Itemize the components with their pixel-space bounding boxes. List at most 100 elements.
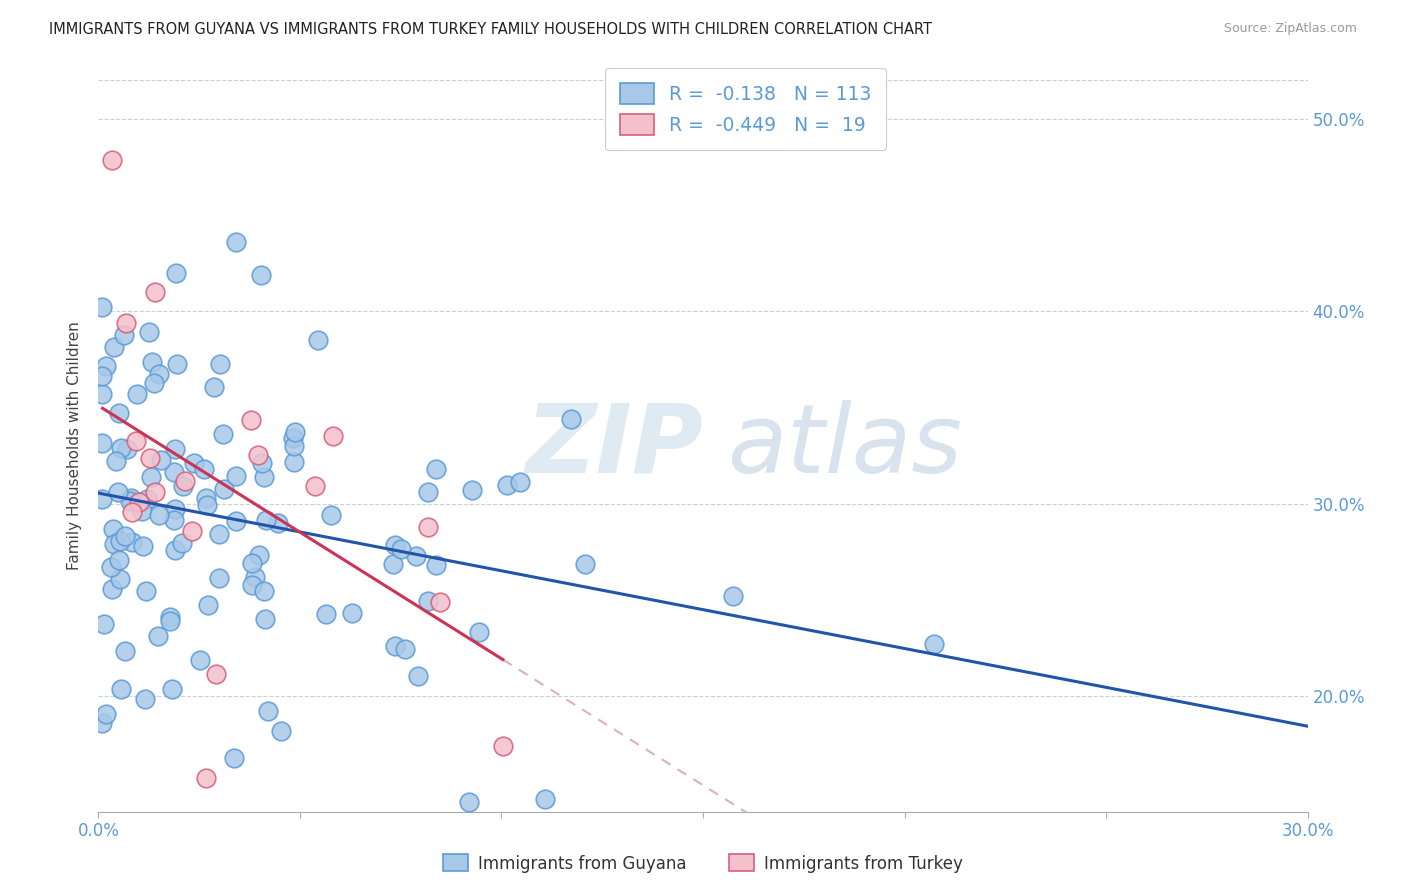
- Point: [163, 466, 186, 480]
- Point: [319, 508, 342, 523]
- Point: [149, 452, 172, 467]
- Point: [173, 474, 195, 488]
- Point: [193, 462, 215, 476]
- Point: [240, 578, 263, 592]
- Point: [197, 599, 219, 613]
- Point: [108, 406, 131, 420]
- Legend: Immigrants from Guyana, Immigrants from Turkey: Immigrants from Guyana, Immigrants from …: [437, 847, 969, 880]
- Point: [202, 380, 225, 394]
- Point: [240, 556, 263, 570]
- Point: [205, 667, 228, 681]
- Y-axis label: Family Households with Children: Family Households with Children: [67, 322, 83, 570]
- Point: [391, 542, 413, 557]
- Point: [922, 637, 945, 651]
- Point: [254, 513, 277, 527]
- Point: [721, 589, 744, 603]
- Point: [322, 429, 344, 443]
- Point: [108, 573, 131, 587]
- Point: [250, 268, 273, 282]
- Point: [253, 470, 276, 484]
- Point: [225, 514, 247, 528]
- Point: [101, 582, 124, 596]
- Legend: R =  -0.138   N = 113, R =  -0.449   N =  19: R = -0.138 N = 113, R = -0.449 N = 19: [605, 68, 886, 151]
- Text: Source: ZipAtlas.com: Source: ZipAtlas.com: [1223, 22, 1357, 36]
- Point: [91, 716, 114, 731]
- Point: [112, 328, 135, 343]
- Point: [125, 386, 148, 401]
- Point: [212, 482, 235, 496]
- Point: [117, 442, 139, 457]
- Point: [239, 413, 262, 427]
- Point: [128, 495, 150, 509]
- Point: [425, 558, 447, 572]
- Point: [222, 751, 245, 765]
- Point: [100, 560, 122, 574]
- Text: ZIP: ZIP: [524, 400, 703, 492]
- Point: [208, 526, 231, 541]
- Point: [107, 484, 129, 499]
- Point: [91, 369, 114, 384]
- Point: [120, 491, 142, 505]
- Point: [267, 516, 290, 530]
- Point: [281, 431, 304, 445]
- Point: [429, 595, 451, 609]
- Point: [148, 508, 170, 522]
- Point: [172, 535, 194, 549]
- Point: [101, 522, 124, 536]
- Point: [91, 435, 114, 450]
- Point: [125, 434, 148, 449]
- Point: [139, 451, 162, 466]
- Point: [283, 425, 305, 440]
- Point: [304, 479, 326, 493]
- Point: [163, 543, 186, 558]
- Point: [148, 628, 170, 642]
- Point: [94, 706, 117, 721]
- Point: [172, 479, 194, 493]
- Point: [132, 539, 155, 553]
- Point: [91, 387, 114, 401]
- Point: [93, 617, 115, 632]
- Text: atlas: atlas: [727, 400, 962, 492]
- Point: [416, 485, 439, 500]
- Point: [136, 491, 159, 506]
- Point: [110, 682, 132, 697]
- Point: [166, 357, 188, 371]
- Point: [194, 491, 217, 505]
- Point: [382, 557, 405, 571]
- Point: [91, 300, 114, 314]
- Point: [307, 333, 329, 347]
- Point: [118, 494, 141, 508]
- Point: [406, 669, 429, 683]
- Point: [91, 492, 114, 507]
- Point: [534, 792, 557, 806]
- Point: [138, 325, 160, 339]
- Point: [225, 469, 247, 483]
- Point: [183, 456, 205, 470]
- Point: [418, 520, 440, 534]
- Point: [416, 593, 439, 607]
- Point: [257, 704, 280, 718]
- Point: [243, 570, 266, 584]
- Point: [121, 534, 143, 549]
- Point: [247, 448, 270, 462]
- Point: [163, 501, 186, 516]
- Point: [96, 359, 118, 373]
- Point: [103, 537, 125, 551]
- Point: [165, 266, 187, 280]
- Point: [190, 653, 212, 667]
- Point: [270, 723, 292, 738]
- Point: [425, 462, 447, 476]
- Point: [141, 470, 163, 484]
- Point: [342, 606, 364, 620]
- Point: [141, 355, 163, 369]
- Point: [394, 641, 416, 656]
- Point: [495, 478, 517, 492]
- Point: [509, 475, 531, 489]
- Point: [143, 485, 166, 500]
- Point: [181, 524, 204, 538]
- Point: [457, 795, 479, 809]
- Point: [104, 453, 127, 467]
- Point: [114, 529, 136, 543]
- Point: [114, 643, 136, 657]
- Point: [253, 612, 276, 626]
